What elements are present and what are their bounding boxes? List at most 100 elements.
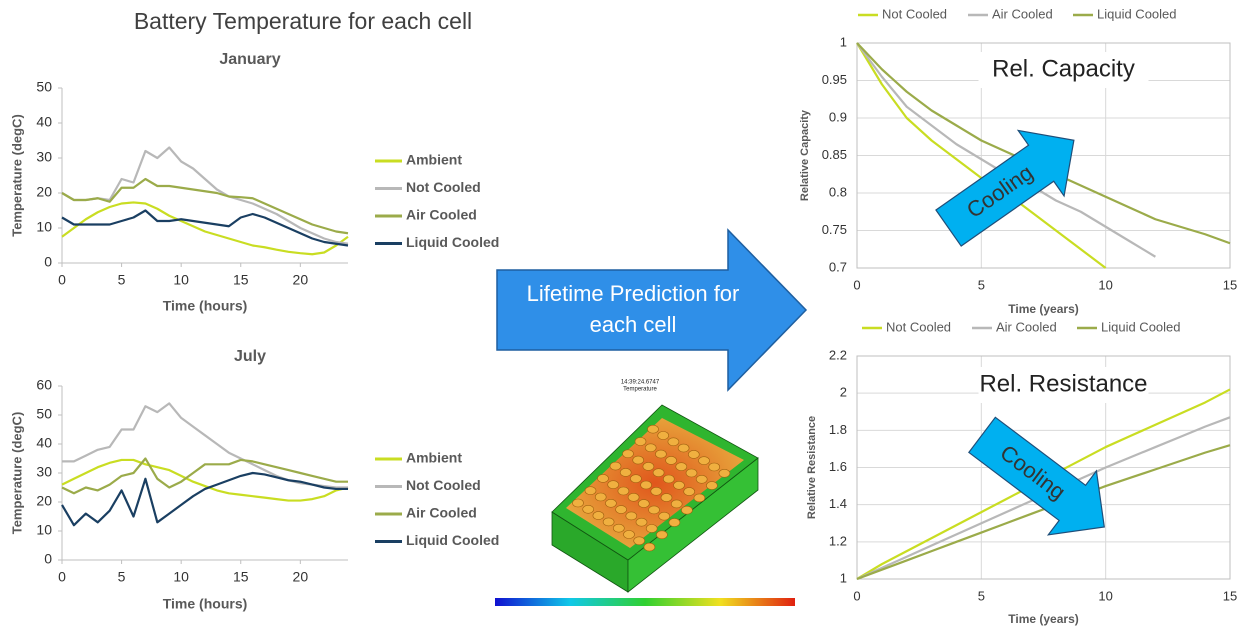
chart: 0 10 20 30 40 50 60 0 5 10 15 20 Time (hours) Tempera… [9, 348, 499, 611]
y-axis-title: Temperature (degC) [9, 412, 24, 535]
y-tick-label: 0.9 [829, 109, 847, 124]
x-tick-label: 5 [118, 569, 126, 585]
cell [572, 498, 584, 508]
legend-label: Liquid Cooled [1101, 319, 1181, 334]
legend-label: Air Cooled [406, 207, 477, 223]
cell [612, 523, 625, 533]
cell [658, 511, 671, 521]
x-tick-label: 20 [293, 569, 309, 585]
cell [675, 462, 688, 472]
x-axis-title: Time (hours) [163, 298, 248, 314]
x-tick-label: 15 [1223, 277, 1237, 292]
chart-title: Rel. Resistance [979, 370, 1147, 397]
y-tick-label: 0.85 [822, 147, 847, 162]
legend-label: Not Cooled [886, 319, 951, 334]
cooling-arrow: Cooling [968, 416, 1105, 536]
x-tick-label: 0 [853, 277, 860, 292]
x-tick-label: 0 [853, 588, 860, 603]
cell [582, 504, 595, 514]
cell [668, 518, 681, 527]
x-tick-label: 0 [58, 569, 66, 585]
y-tick-label: 2.2 [829, 347, 847, 362]
x-axis-title: Time (years) [1008, 302, 1078, 316]
cell [625, 511, 638, 521]
y-tick-label: 40 [36, 114, 52, 130]
arrow-shape [496, 228, 808, 392]
cell [655, 449, 667, 459]
x-tick-label: 0 [58, 272, 66, 288]
cell [708, 462, 721, 472]
cell [623, 530, 635, 539]
y-axis-title: Temperature (degC) [9, 114, 24, 237]
battery-render: 14:39:24.6747 Temperature [495, 380, 795, 606]
cell [617, 486, 630, 496]
legend-label: Liquid Cooled [406, 234, 499, 250]
cell [619, 468, 632, 477]
y-tick-label: 0.8 [829, 184, 847, 199]
cell [602, 517, 615, 527]
cell [677, 443, 690, 453]
cell [594, 492, 607, 502]
cell [592, 511, 605, 520]
y-tick-label: 1 [840, 34, 847, 49]
legend-label: Not Cooled [406, 477, 481, 493]
cell [627, 492, 640, 502]
cell [642, 462, 655, 471]
cell [607, 480, 620, 490]
legend-label: Not Cooled [406, 179, 481, 195]
y-tick-label: 30 [36, 464, 52, 480]
y-tick-label: 2 [840, 385, 847, 400]
y-tick-label: 20 [36, 493, 52, 509]
cell [683, 487, 696, 496]
y-tick-label: 10 [36, 219, 52, 235]
y-axis-title: Relative Resistance [806, 416, 818, 519]
cell [698, 456, 710, 466]
lifetime-arrow: Lifetime Prediction for each cell [496, 228, 808, 392]
title-box [978, 367, 1149, 403]
legend-label: Liquid Cooled [406, 532, 499, 548]
legend-label: Air Cooled [406, 505, 477, 521]
cell [693, 493, 706, 503]
series-line [61, 458, 349, 502]
cell [609, 461, 622, 471]
y-tick-label: 30 [36, 149, 52, 165]
chart: 0 10 20 30 40 50 0 5 10 15 20 Time (hours) Temperatu… [9, 51, 499, 313]
series-line [61, 471, 348, 527]
cell [597, 474, 609, 483]
series-line [61, 209, 349, 247]
series-line [61, 146, 349, 245]
y-tick-label: 50 [36, 406, 52, 422]
cell [622, 449, 634, 459]
arrow-shape [968, 416, 1105, 536]
chart-title: July [234, 348, 266, 365]
x-axis-title: Time (hours) [163, 596, 248, 612]
y-tick-label: 20 [36, 184, 52, 200]
cell [648, 505, 660, 515]
cell [667, 437, 680, 447]
cell [643, 542, 656, 552]
cell [681, 505, 693, 515]
cell [706, 481, 718, 490]
x-tick-label: 10 [173, 569, 189, 585]
cell [660, 493, 673, 502]
cell [657, 431, 670, 440]
cell-block [566, 418, 744, 548]
cell [665, 456, 677, 465]
cell [652, 468, 665, 478]
y-tick-label: 1.2 [829, 533, 847, 548]
title-box [978, 52, 1149, 88]
cell [687, 450, 700, 459]
x-tick-label: 20 [293, 272, 309, 288]
y-tick-label: 0.7 [829, 259, 847, 274]
cell [633, 536, 646, 546]
y-tick-label: 0 [44, 551, 52, 567]
render-timestamp: 14:39:24.6747 [621, 380, 660, 386]
y-tick-label: 1.6 [829, 459, 847, 474]
x-tick-label: 5 [978, 277, 985, 292]
arrow-label: Lifetime Prediction for [527, 281, 740, 306]
cell [650, 486, 663, 496]
x-tick-label: 5 [978, 588, 985, 603]
arrow-label: each cell [590, 312, 677, 337]
plot-border [856, 42, 1231, 269]
